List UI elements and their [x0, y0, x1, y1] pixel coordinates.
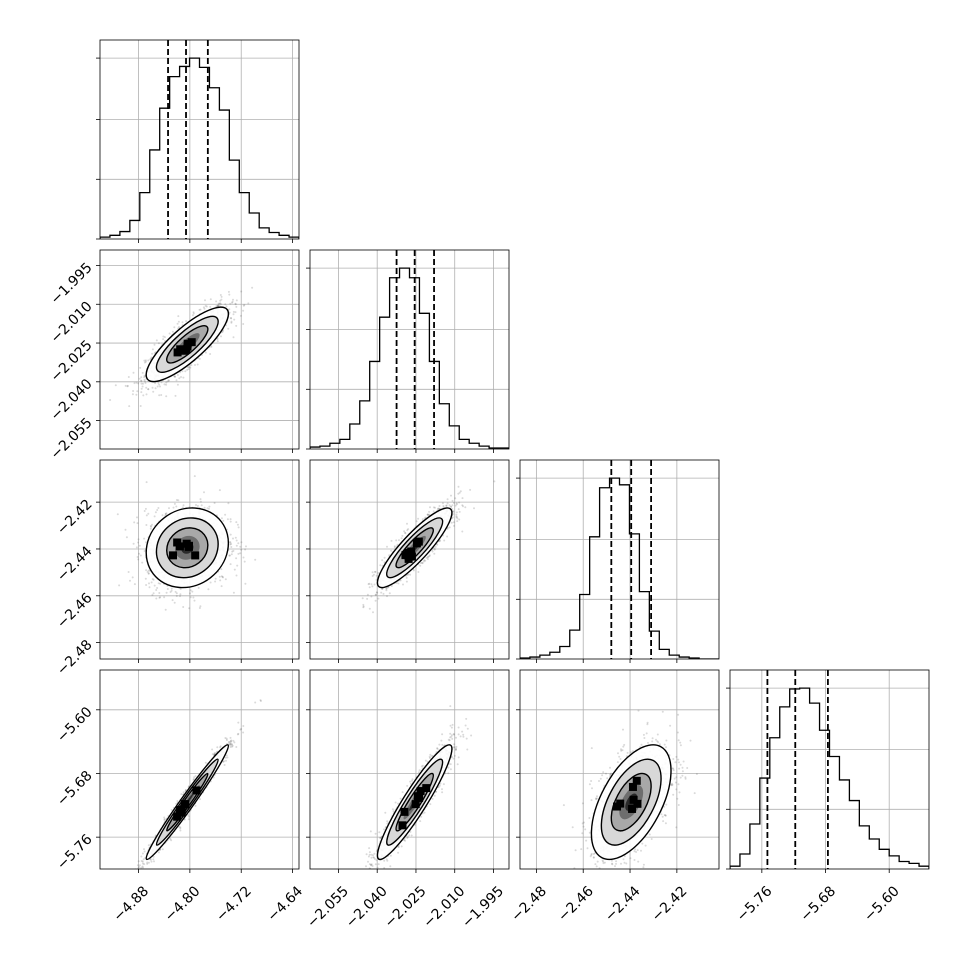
density-cell	[173, 538, 181, 546]
x-tick-label: −4.80	[162, 883, 204, 925]
histogram-panel-0	[100, 40, 299, 239]
y-tick-label: −5.60	[54, 704, 96, 746]
x-tick-label: −5.76	[734, 883, 776, 925]
y-tick-label: −2.055	[48, 415, 96, 463]
histogram-panel-3	[730, 670, 929, 869]
y-tick-label: −5.68	[54, 768, 96, 810]
density-cell	[191, 551, 199, 559]
density-cell	[183, 540, 191, 548]
x-tick-label: −2.48	[508, 883, 550, 925]
density-cell	[629, 783, 637, 791]
x-tick-label: −2.040	[343, 883, 391, 931]
histogram-steps	[730, 688, 929, 869]
y-tick-label: −1.995	[48, 260, 96, 308]
y-tick-label: −2.46	[54, 590, 96, 632]
x-tick-label: −2.055	[304, 883, 352, 931]
x-tick-label: −1.995	[459, 883, 507, 931]
y-tick-label: −2.42	[54, 496, 96, 538]
x-tick-label: −2.44	[602, 883, 644, 925]
x-tick-label: −2.025	[382, 883, 430, 931]
x-tick-label: −2.46	[555, 883, 597, 925]
panel-frame	[310, 670, 509, 869]
x-tick-label: −5.68	[797, 883, 839, 925]
x-tick-label: −2.42	[649, 883, 691, 925]
histogram-panel-2	[520, 460, 719, 659]
panel-frame	[100, 40, 299, 239]
density-cell	[169, 551, 177, 559]
histogram-steps	[100, 58, 299, 239]
histogram-steps	[520, 478, 719, 659]
x-tick-label: −4.88	[110, 883, 152, 925]
density-cell	[415, 538, 423, 546]
scatter-panel-1-0	[100, 250, 299, 449]
panel-frame	[520, 460, 719, 659]
y-tick-label: −2.040	[48, 376, 96, 424]
scatter-panel-3-0	[100, 670, 299, 896]
histogram-panel-1	[310, 250, 509, 449]
y-tick-label: −2.025	[48, 337, 96, 385]
density-cell	[174, 348, 182, 356]
panel-frame	[310, 250, 509, 449]
scatter-panel-2-0	[100, 460, 299, 659]
y-tick-label: −2.48	[54, 637, 96, 679]
scatter-panel-3-1	[310, 670, 509, 907]
density-cell	[633, 800, 641, 808]
panel-frame	[730, 670, 929, 869]
histogram-steps	[310, 268, 509, 449]
x-tick-label: −2.010	[420, 883, 468, 931]
panel-frame	[100, 670, 299, 869]
scatter-panel-3-2	[520, 670, 719, 892]
x-tick-label: −5.60	[861, 883, 903, 925]
x-tick-label: −4.72	[213, 883, 255, 925]
density-cell	[616, 800, 624, 808]
scatter-panel-2-1	[310, 460, 509, 659]
x-tick-label: −4.64	[265, 883, 307, 925]
y-tick-label: −5.76	[54, 831, 96, 873]
y-tick-label: −2.44	[54, 543, 96, 585]
y-tick-label: −2.010	[48, 299, 96, 347]
